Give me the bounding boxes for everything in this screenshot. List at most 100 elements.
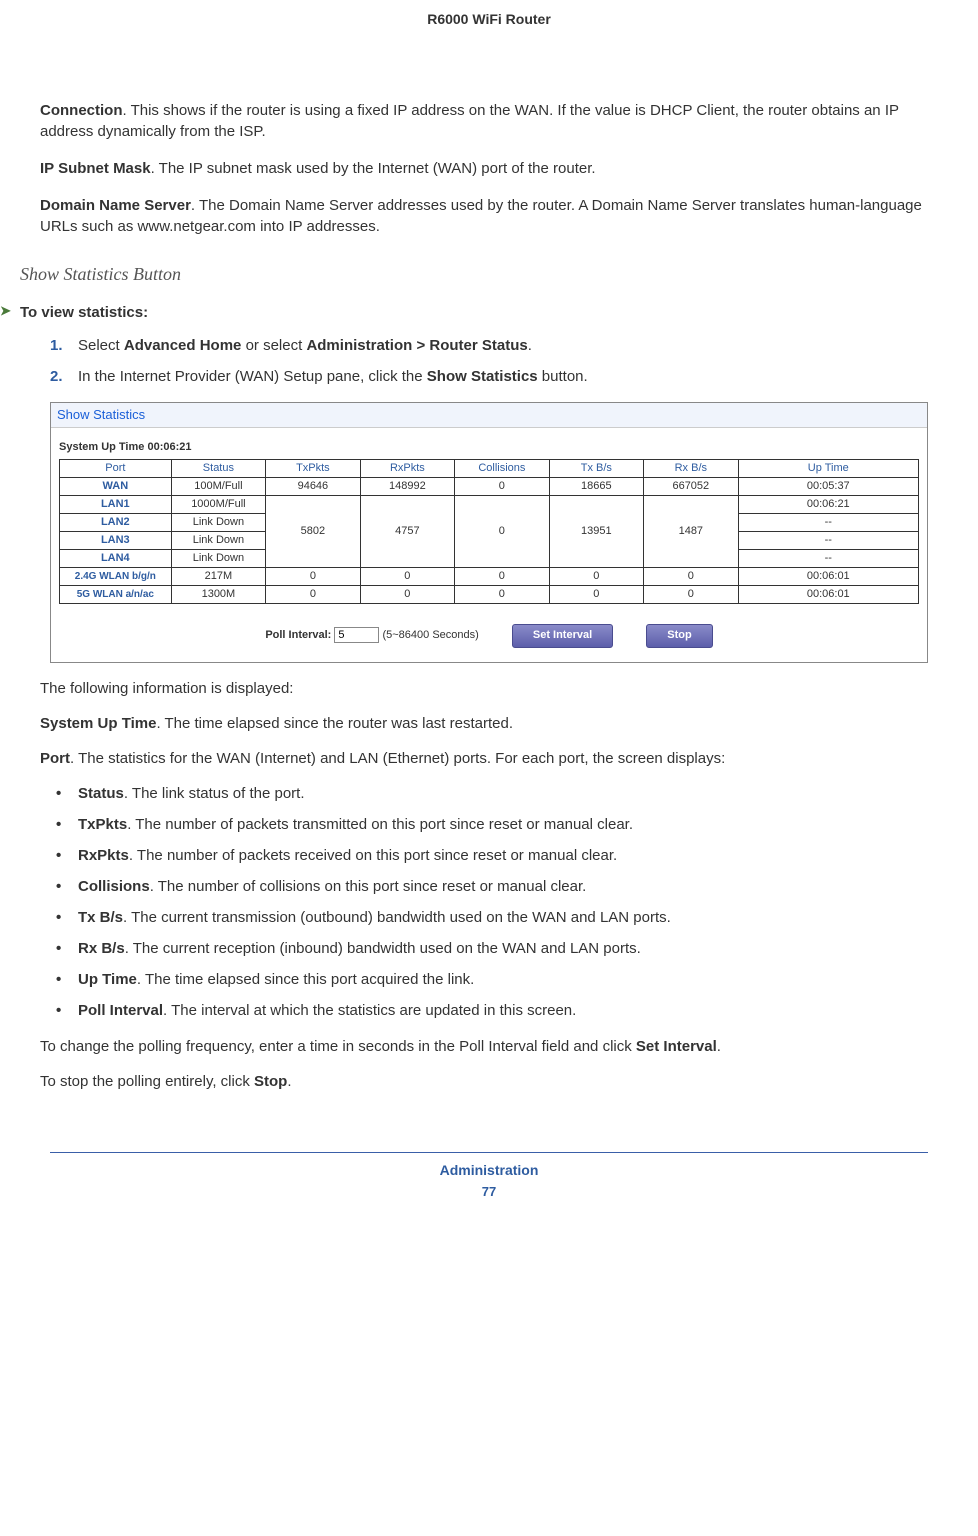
def-text: . The IP subnet mask used by the Interne… [151,160,596,177]
set-interval-button[interactable]: Set Interval [512,624,613,647]
def-connection: Connection. This shows if the router is … [40,100,928,142]
desc-term: System Up Time [40,715,156,732]
bullet-term: Tx B/s [78,909,123,926]
bullet-text: . The time elapsed since this port acqui… [137,971,474,988]
cell-up: 00:06:01 [738,586,918,604]
bullet-status: Status. The link status of the port. [50,783,928,804]
poll-label: Poll Interval: [265,629,331,641]
cell-txbs: 0 [549,568,643,586]
step-text: . [528,337,532,354]
desc-text: . The statistics for the WAN (Internet) … [70,750,725,767]
desc-system-up-time: System Up Time. The time elapsed since t… [40,713,928,734]
cell-txbs: 18665 [549,478,643,496]
tail-text: . [717,1038,721,1055]
col-txpkts: TxPkts [266,460,360,478]
cell-txbs: 0 [549,586,643,604]
footer-section: Administration [50,1161,928,1181]
bullet-text: . The number of collisions on this port … [150,878,587,895]
footer-page-number: 77 [50,1183,928,1201]
cell-port: LAN3 [60,532,172,550]
def-ip-subnet-mask: IP Subnet Mask. The IP subnet mask used … [40,158,928,179]
step-text: or select [241,337,306,354]
desc-text: . The time elapsed since the router was … [156,715,513,732]
cell-rx: 148992 [360,478,454,496]
cell-rxbs: 0 [644,586,738,604]
bullet-term: Up Time [78,971,137,988]
cell-rxbs: 667052 [644,478,738,496]
step-bold: Show Statistics [427,368,538,385]
bullet-txbs: Tx B/s. The current transmission (outbou… [50,907,928,928]
step-1: 1. Select Advanced Home or select Admini… [50,335,928,356]
section-heading: Show Statistics Button [20,262,928,287]
cell-tx: 94646 [266,478,360,496]
cell-col: 0 [455,586,549,604]
bullet-term: Rx B/s [78,940,125,957]
cell-up: -- [738,550,918,568]
table-header-row: Port Status TxPkts RxPkts Collisions Tx … [60,460,919,478]
cell-status: 217M [171,568,265,586]
statistics-screenshot: Show Statistics System Up Time 00:06:21 … [50,402,928,663]
poll-interval-input[interactable] [334,627,379,643]
cell-col: 0 [455,496,549,568]
desc-port: Port. The statistics for the WAN (Intern… [40,748,928,769]
desc-term: Port [40,750,70,767]
tail-stop: To stop the polling entirely, click Stop… [40,1071,928,1092]
cell-tx: 0 [266,568,360,586]
cell-rx: 4757 [360,496,454,568]
cell-status: 100M/Full [171,478,265,496]
def-term: IP Subnet Mask [40,160,151,177]
col-rxpkts: RxPkts [360,460,454,478]
def-term: Connection [40,102,123,119]
cell-status: Link Down [171,514,265,532]
bullet-text: . The number of packets transmitted on t… [127,816,633,833]
sys-up-label: System Up Time [59,441,147,453]
procedure-title: To view statistics: [20,302,928,323]
cell-up: 00:05:37 [738,478,918,496]
cell-rx: 0 [360,586,454,604]
col-rxbs: Rx B/s [644,460,738,478]
step-number: 1. [50,335,63,356]
statistics-table: Port Status TxPkts RxPkts Collisions Tx … [59,459,919,604]
stop-button[interactable]: Stop [646,624,712,647]
cell-port: LAN2 [60,514,172,532]
cell-tx: 0 [266,586,360,604]
screenshot-title: Show Statistics [51,403,927,428]
bullet-text: . The link status of the port. [124,785,305,802]
def-dns: Domain Name Server. The Domain Name Serv… [40,195,928,237]
bullet-rxbs: Rx B/s. The current reception (inbound) … [50,938,928,959]
step-bold: Administration > Router Status [306,337,527,354]
step-text: button. [538,368,588,385]
tail-text: To change the polling frequency, enter a… [40,1038,636,1055]
bullet-term: TxPkts [78,816,127,833]
row-wlan-24g: 2.4G WLAN b/g/n 217M 0 0 0 0 0 00:06:01 [60,568,919,586]
bullet-uptime: Up Time. The time elapsed since this por… [50,969,928,990]
cell-up: -- [738,514,918,532]
page-footer: Administration 77 [50,1152,928,1202]
tail-text: . [287,1073,291,1090]
system-up-time: System Up Time 00:06:21 [59,440,919,455]
cell-rxbs: 0 [644,568,738,586]
step-2: 2. In the Internet Provider (WAN) Setup … [50,366,928,387]
cell-status: Link Down [171,532,265,550]
cell-port: 5G WLAN a/n/ac [60,586,172,604]
bullet-txpkts: TxPkts. The number of packets transmitte… [50,814,928,835]
cell-status: 1300M [171,586,265,604]
col-txbs: Tx B/s [549,460,643,478]
desc-intro: The following information is displayed: [40,678,928,699]
cell-port: LAN4 [60,550,172,568]
bullet-collisions: Collisions. The number of collisions on … [50,876,928,897]
bullet-term: Poll Interval [78,1002,163,1019]
row-wlan-5g: 5G WLAN a/n/ac 1300M 0 0 0 0 0 00:06:01 [60,586,919,604]
col-port: Port [60,460,172,478]
cell-up: 00:06:21 [738,496,918,514]
step-number: 2. [50,366,63,387]
col-status: Status [171,460,265,478]
cell-rx: 0 [360,568,454,586]
cell-port: WAN [60,478,172,496]
cell-col: 0 [455,478,549,496]
bullet-rxpkts: RxPkts. The number of packets received o… [50,845,928,866]
cell-up: -- [738,532,918,550]
cell-port: LAN1 [60,496,172,514]
col-uptime: Up Time [738,460,918,478]
cell-up: 00:06:01 [738,568,918,586]
